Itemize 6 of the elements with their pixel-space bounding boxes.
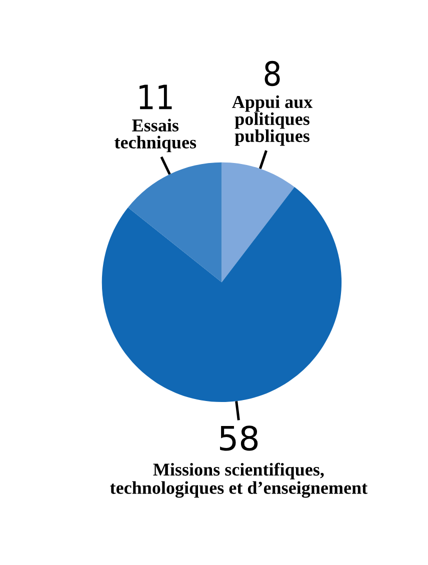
data-label: 11 — [140, 84, 172, 110]
slice-label: Appui aux politiques publiques — [232, 95, 313, 146]
data-label: 58 — [220, 426, 258, 451]
slice-label: Essais techniques — [114, 118, 196, 152]
data-label: 8 — [264, 60, 280, 86]
slice-label: Missions scientifiques, technologiques et d’enseignement — [110, 462, 368, 498]
